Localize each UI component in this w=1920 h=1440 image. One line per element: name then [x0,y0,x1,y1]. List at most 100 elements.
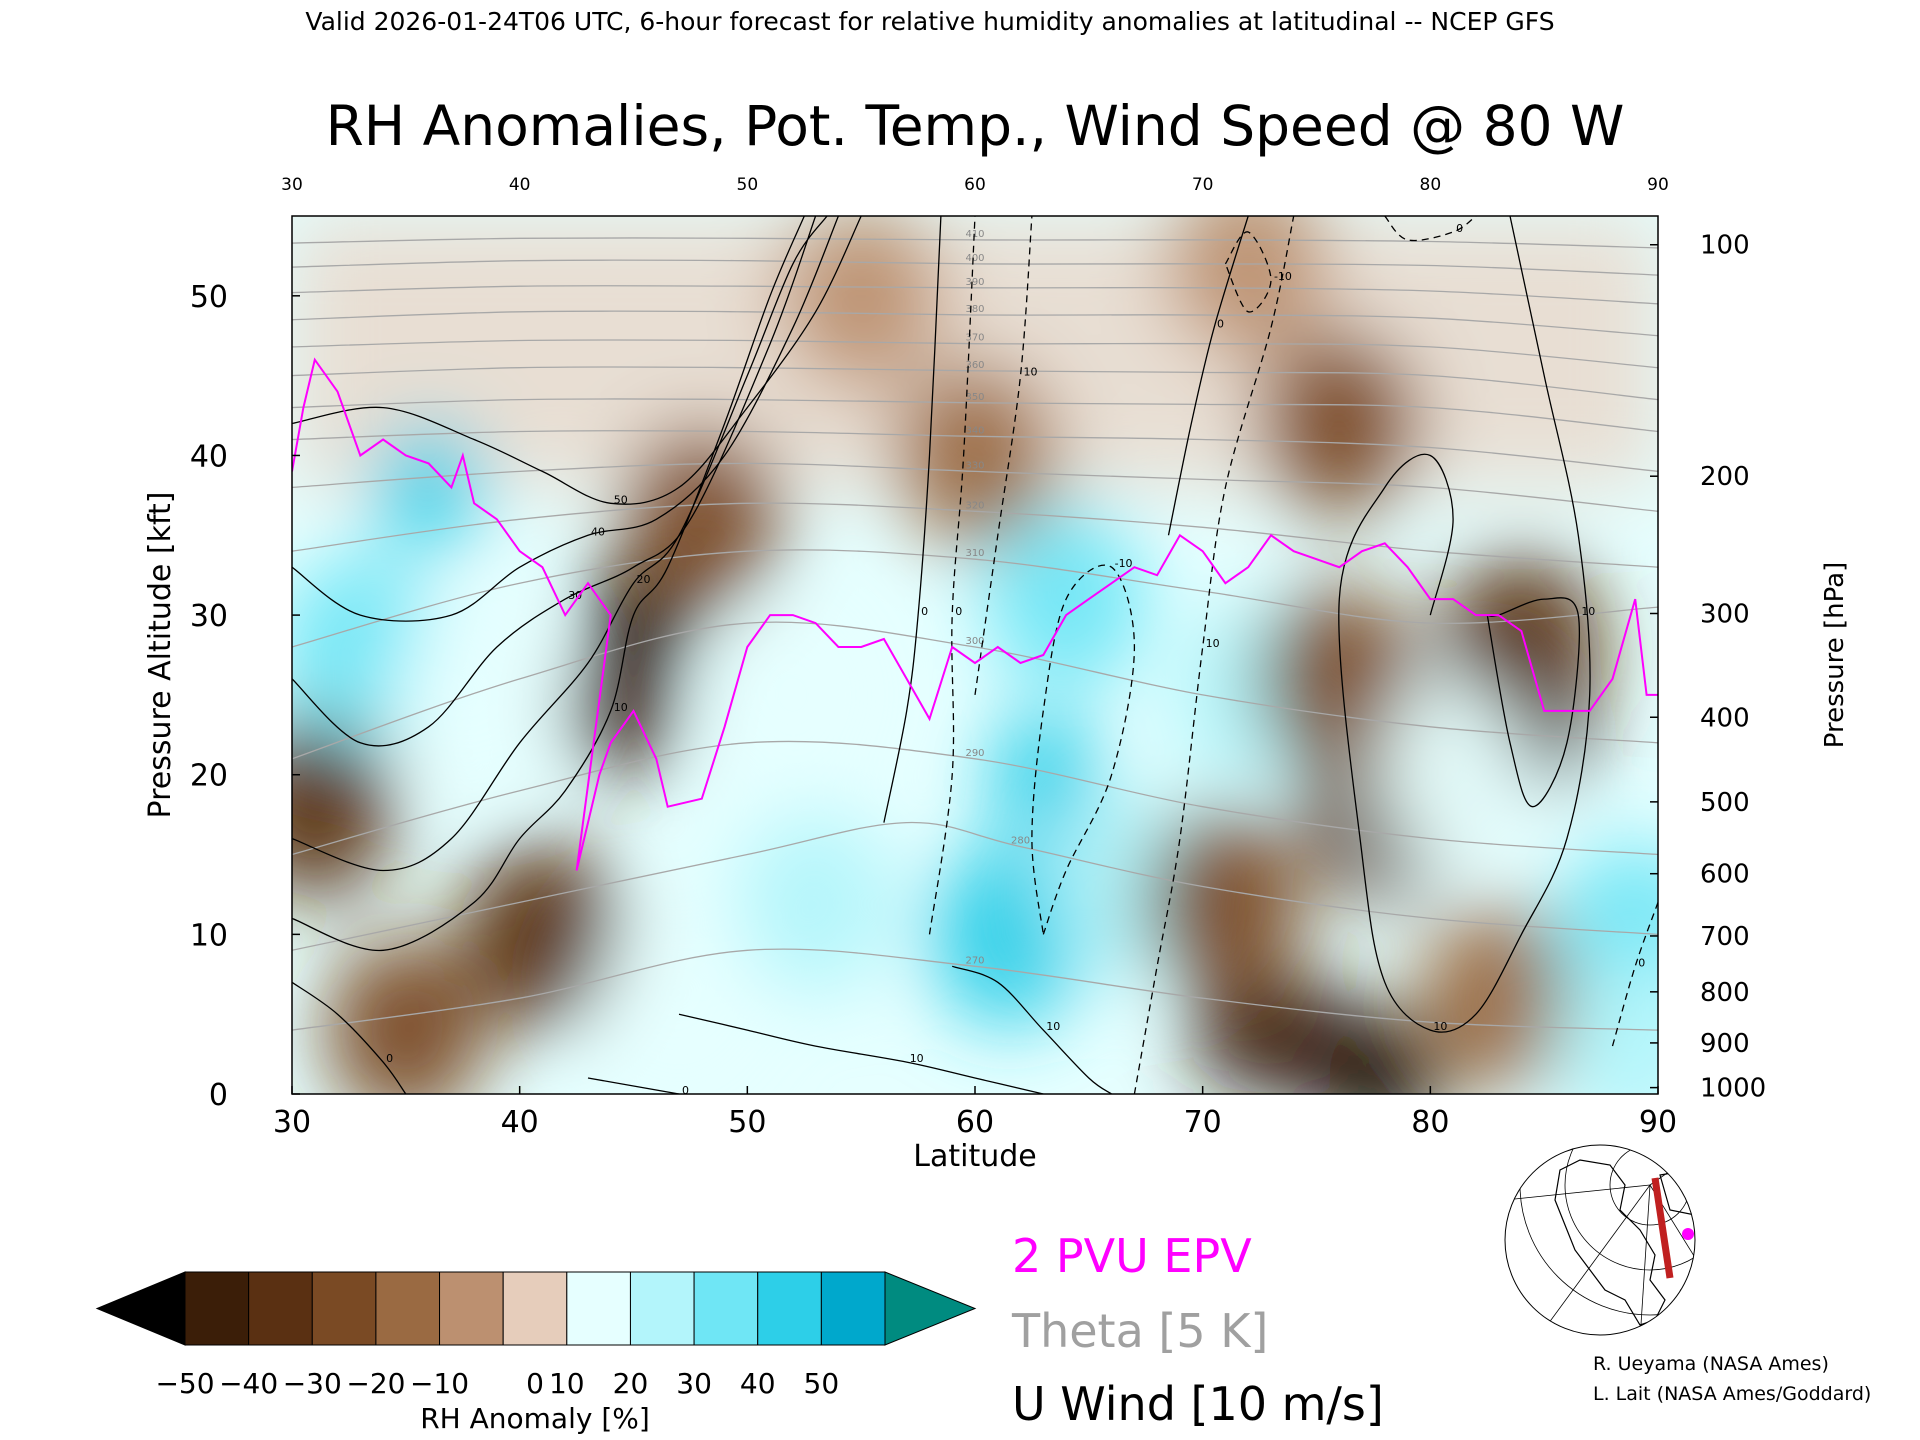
u-wind-contour [292,216,805,951]
theta-contour-label: 380 [965,304,984,315]
u-wind-contour-label: 10 [614,701,628,714]
top-tick-label: 70 [1192,175,1214,195]
u-wind-contour [1224,231,1272,313]
x-tick-label: 80 [1411,1105,1449,1140]
u-wind-contour [292,216,817,747]
theta-contour-label: 410 [965,229,984,240]
colorbar-tick-label: −10 [410,1367,469,1400]
theta-contour [292,821,1658,951]
colorbar-tick-label: −40 [219,1367,278,1400]
pressure-tick-label: 100 [1700,231,1750,261]
rh-feature [781,216,942,388]
x-axis-label: Latitude [913,1139,1036,1174]
rh-feature [599,906,760,1091]
rh-feature [1145,810,1306,995]
pressure-tick-label: 800 [1700,978,1750,1008]
theta-contour-label: 400 [965,253,984,264]
top-tick-label: 30 [281,175,303,195]
colorbar-segment [693,1271,759,1346]
theta-contour-label: 280 [1011,836,1030,847]
theta-contour-label: 290 [965,748,984,759]
u-wind-contour [974,216,1033,695]
colorbar-tick-label: −30 [283,1367,342,1400]
theta-contour [292,430,1658,473]
rh-feature [1329,1014,1440,1094]
u-wind-contour-label: 30 [568,589,582,602]
colorbar-tick-label: 50 [804,1367,840,1400]
u-wind-contour-label: 20 [637,573,651,586]
legend-pv: 2 PVU EPV [1012,1229,1252,1283]
pressure-tick-label: 1000 [1700,1074,1766,1104]
theta-contour [292,310,1658,337]
u-wind-contour [1384,216,1477,242]
rh-anomaly-field [292,216,1658,1094]
rh-feature [1418,906,1579,1091]
u-wind-contour [1133,216,1295,1094]
theta-contour [292,502,1658,568]
theta-contours: 2702802903003103203303403503603703803904… [292,229,1658,1031]
legend-wind: U Wind [10 m/s] [1012,1377,1384,1431]
u-wind-contour-label: 40 [591,525,605,538]
y-tick-label: 50 [190,280,228,315]
rh-feature [621,427,782,612]
colorbar-segment [629,1271,695,1346]
rh-feature [735,810,896,995]
theta-contour-label: 320 [965,500,984,511]
colorbar-segment [439,1271,504,1346]
colorbar-label: RH Anomaly [%] [420,1402,650,1435]
y-tick-label: 10 [190,918,228,953]
pressure-tick-label: 300 [1700,599,1750,629]
colorbar-over-triangle [884,1271,977,1346]
u-wind-contour [883,216,942,823]
theta-contour [292,259,1658,276]
credit-line-2: L. Lait (NASA Ames/Goddard) [1593,1383,1871,1405]
rh-feature [1168,216,1329,356]
y-axis-kft: 0 10 20 30 40 50 [190,280,300,1113]
theta-contour [292,621,1658,760]
colorbar-segment [375,1271,441,1346]
header-text: Valid 2026-01-24T06 UTC, 6-hour forecast… [305,7,1554,36]
theta-contour [292,549,1658,648]
y-tick-label: 20 [190,759,228,794]
u-wind-contour [928,216,976,935]
y-axis-label-left: Pressure Altitude [kft] [143,492,178,819]
colorbar-segment [311,1271,377,1346]
u-wind-contour [292,216,828,872]
pressure-tick-label: 900 [1700,1029,1750,1059]
theta-contour [292,285,1658,305]
u-wind-contour-label: 0 [1638,956,1645,969]
u-wind-contour-label: 0 [386,1052,393,1065]
u-wind-contour-label: 10 [1046,1020,1060,1033]
pressure-tick-label: 700 [1700,922,1750,952]
u-wind-contour-label: 0 [921,605,928,618]
x-tick-label: 50 [728,1105,766,1140]
top-tick-label: 40 [509,175,531,195]
u-wind-contour-label: 10 [1433,1020,1447,1033]
y-tick-label: 0 [209,1078,228,1113]
theta-contour-label: 310 [965,548,984,559]
colorbar-tick-label: 30 [676,1367,712,1400]
theta-contour-label: 330 [965,460,984,471]
colorbar-segment [566,1271,631,1346]
colorbar-segment [248,1271,313,1346]
u-wind-contour-label: 10 [910,1052,924,1065]
y-axis-label-right: Pressure [hPa] [1820,562,1850,749]
theta-contour-label: 340 [965,425,984,436]
u-wind-contour-label: 10 [1024,366,1038,379]
y-axis-pressure: 100 200 300 400 500 600 700 800 900 1000 [1650,231,1766,1104]
u-wind-contour [292,216,862,505]
chart-title: RH Anomalies, Pot. Temp., Wind Speed @ 8… [326,94,1625,158]
colorbar-under-triangle [95,1271,186,1346]
rh-feature [1259,586,1420,771]
colorbar-tick-label: −20 [346,1367,405,1400]
theta-contour-label: 270 [965,955,984,966]
rh-feature [1259,331,1420,516]
colorbar-tick-label: 40 [740,1367,776,1400]
u-wind-contour-label: -10 [1274,270,1292,283]
u-wind-contour-label: 10 [1206,637,1220,650]
legend-theta: Theta [5 K] [1011,1304,1268,1358]
rh-feature [1555,954,1658,1094]
top-tick-label: 50 [737,175,759,195]
u-wind-contour [292,981,407,1094]
theta-contour-label: 300 [965,636,984,647]
